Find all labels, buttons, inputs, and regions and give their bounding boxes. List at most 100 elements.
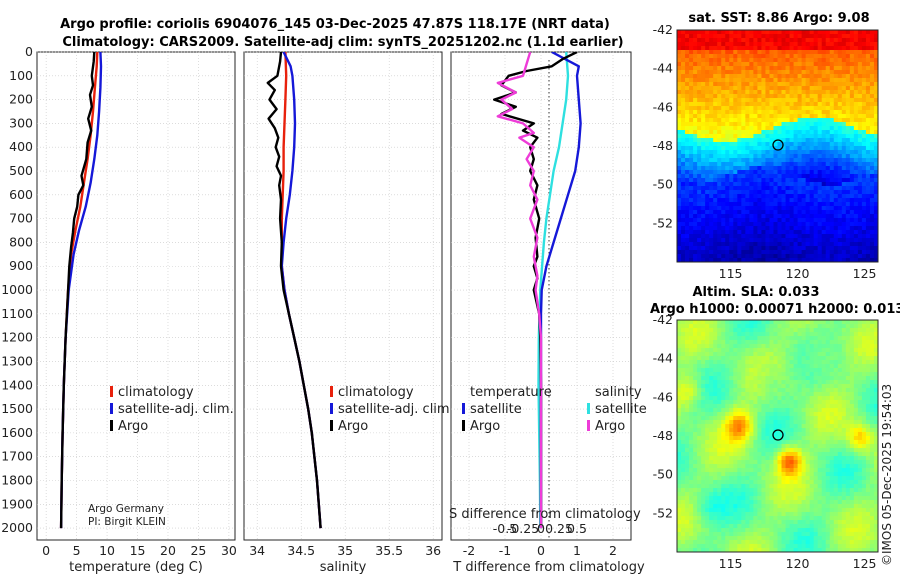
map-cell xyxy=(873,332,879,337)
map-cell xyxy=(809,336,815,341)
map-cell xyxy=(733,106,738,111)
map-cell xyxy=(789,66,794,71)
map-cell xyxy=(797,194,803,199)
map-cell xyxy=(689,258,694,263)
map-cell xyxy=(753,250,758,255)
map-cell xyxy=(869,206,875,211)
map-cell xyxy=(837,174,843,179)
map-cell xyxy=(805,388,811,393)
map-cell xyxy=(793,130,798,135)
map-cell xyxy=(841,194,847,199)
map-cell xyxy=(797,94,803,99)
map-cell xyxy=(701,360,706,365)
map-cell xyxy=(729,416,734,421)
map-cell xyxy=(733,94,738,99)
map-cell xyxy=(753,106,758,111)
map-cell xyxy=(781,352,786,357)
s-tick-label: -0.5 xyxy=(493,521,517,536)
map-cell xyxy=(741,436,746,441)
map-cell xyxy=(757,210,762,215)
map-cell xyxy=(793,70,798,75)
map-cell xyxy=(873,412,879,417)
map-cell xyxy=(717,214,722,219)
map-cell xyxy=(801,404,807,409)
map-cell xyxy=(713,226,718,231)
map-cell xyxy=(757,178,762,183)
map-cell xyxy=(773,66,778,71)
map-cell xyxy=(769,246,774,251)
difference-lines xyxy=(493,52,582,529)
map-cell xyxy=(853,376,859,381)
map-cell xyxy=(809,206,815,211)
map-cell xyxy=(753,102,758,107)
map-cell xyxy=(709,380,714,385)
map-cell xyxy=(737,222,742,227)
map-cell xyxy=(701,46,706,51)
map-cell xyxy=(837,352,843,357)
map-cell xyxy=(841,138,847,143)
map-cell xyxy=(745,42,750,47)
map-cell xyxy=(729,218,734,223)
map-cell xyxy=(817,202,823,207)
map-cell xyxy=(713,364,718,369)
map-cell xyxy=(697,174,702,179)
map-cell xyxy=(869,166,875,171)
map-cell xyxy=(801,138,807,143)
map-cell xyxy=(689,118,694,123)
map-cell xyxy=(693,364,698,369)
map-cell xyxy=(833,416,839,421)
map-cell xyxy=(805,364,811,369)
map-cell xyxy=(749,246,754,251)
map-cell xyxy=(705,440,710,445)
map-cell xyxy=(821,332,827,337)
map-cell xyxy=(777,328,782,333)
map-cell xyxy=(689,440,694,445)
map-cell xyxy=(809,194,815,199)
map-cell xyxy=(769,74,774,79)
map-cell xyxy=(873,452,879,457)
map-cell xyxy=(741,452,746,457)
map-cell xyxy=(737,218,742,223)
map-cell xyxy=(681,134,686,139)
map-cell xyxy=(757,230,762,235)
map-cell xyxy=(773,372,778,377)
map-cell xyxy=(745,178,750,183)
map-cell xyxy=(777,158,782,163)
map-cell xyxy=(733,70,738,75)
map-cell xyxy=(757,376,762,381)
map-cell xyxy=(677,78,682,83)
map-cell xyxy=(797,460,803,465)
map-cell xyxy=(737,456,742,461)
map-cell xyxy=(697,320,702,325)
map-cell xyxy=(741,416,746,421)
map-cell xyxy=(681,78,686,83)
y-tick-label: -42 xyxy=(653,22,673,37)
map-cell xyxy=(761,396,766,401)
map-cell xyxy=(849,50,855,55)
sla-map-title-line1: Altim. SLA: 0.033 xyxy=(693,285,820,300)
map-cell xyxy=(677,74,682,79)
map-cell xyxy=(853,138,859,143)
map-cell xyxy=(793,102,798,107)
map-cell xyxy=(705,34,710,39)
map-cell xyxy=(793,162,798,167)
x-tick-label: 25 xyxy=(190,543,206,558)
map-cell xyxy=(757,324,762,329)
map-cell xyxy=(761,202,766,207)
map-cell xyxy=(861,404,867,409)
map-cell xyxy=(729,178,734,183)
map-cell xyxy=(785,170,790,175)
map-cell xyxy=(797,214,803,219)
map-cell xyxy=(725,66,730,71)
map-cell xyxy=(865,416,871,421)
map-cell xyxy=(861,392,867,397)
map-cell xyxy=(745,66,750,71)
map-cell xyxy=(681,348,686,353)
map-cell xyxy=(789,412,794,417)
map-cell xyxy=(677,230,682,235)
map-cell xyxy=(757,126,762,131)
map-cell xyxy=(757,46,762,51)
map-cell xyxy=(717,412,722,417)
map-cell xyxy=(865,440,871,445)
map-cell xyxy=(845,376,851,381)
